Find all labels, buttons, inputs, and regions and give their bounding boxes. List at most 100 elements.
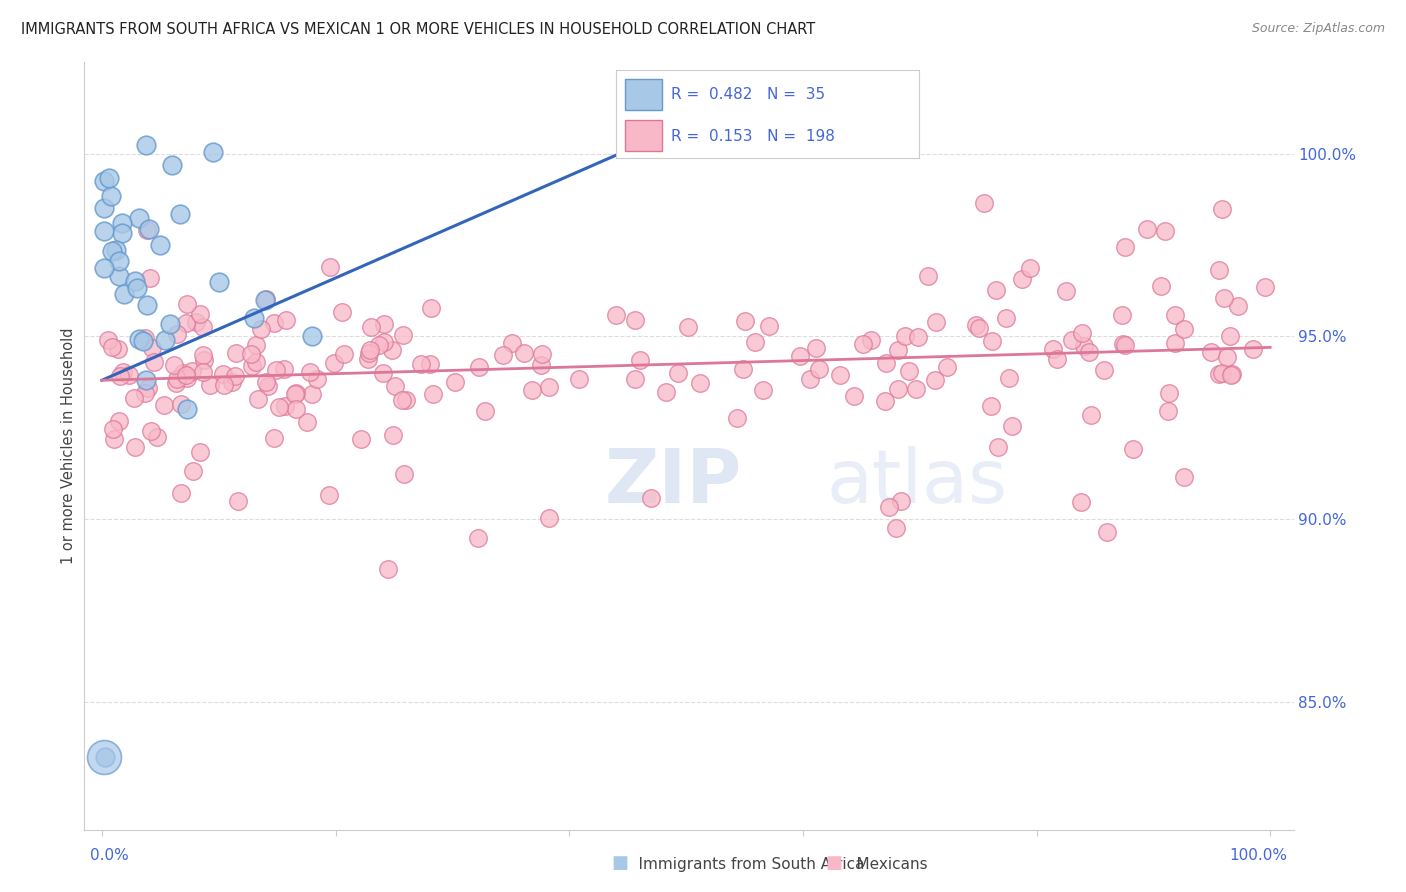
Text: 100.0%: 100.0% xyxy=(1230,847,1288,863)
Point xyxy=(118,368,141,382)
Point xyxy=(333,347,356,361)
Point xyxy=(1122,442,1144,457)
Point xyxy=(1212,291,1234,305)
Point xyxy=(263,431,285,445)
Point xyxy=(758,318,780,333)
Point xyxy=(174,368,197,382)
Point xyxy=(134,386,156,401)
Point xyxy=(169,206,191,220)
Point xyxy=(1078,345,1101,359)
Point xyxy=(318,488,340,502)
Point xyxy=(264,363,287,377)
Point xyxy=(1070,494,1092,508)
Point xyxy=(530,359,553,373)
Text: atlas: atlas xyxy=(827,446,1007,519)
Point xyxy=(226,493,249,508)
Point xyxy=(138,221,160,235)
Point xyxy=(987,440,1010,454)
Point xyxy=(135,298,157,312)
Point xyxy=(744,334,766,349)
Point xyxy=(409,357,432,371)
Point xyxy=(392,467,415,482)
Point xyxy=(628,353,651,368)
Point xyxy=(97,333,120,347)
Point xyxy=(752,383,775,397)
Point xyxy=(188,445,211,459)
Point xyxy=(419,357,441,371)
Point xyxy=(108,253,131,268)
Point xyxy=(894,329,917,343)
Point xyxy=(1154,224,1177,238)
Point xyxy=(245,338,267,352)
Point xyxy=(886,521,908,535)
Point xyxy=(1219,329,1241,343)
Text: Mexicans: Mexicans xyxy=(837,857,927,872)
Point xyxy=(467,532,489,546)
Point xyxy=(624,372,647,386)
Point xyxy=(371,367,394,381)
Point xyxy=(395,393,418,408)
Point xyxy=(136,223,159,237)
Point xyxy=(468,360,491,375)
Point xyxy=(138,381,160,395)
Point xyxy=(101,244,124,259)
Point xyxy=(160,158,183,172)
Point xyxy=(149,238,172,252)
Point xyxy=(124,440,146,454)
Point xyxy=(350,433,373,447)
Point xyxy=(122,391,145,405)
Point xyxy=(1042,343,1064,357)
Point xyxy=(93,224,115,238)
Point xyxy=(1220,368,1243,382)
Point xyxy=(924,315,946,329)
Point xyxy=(799,372,821,386)
Point xyxy=(1159,386,1181,401)
Point xyxy=(492,347,515,361)
Point xyxy=(1001,418,1024,433)
Point xyxy=(131,334,153,349)
Point xyxy=(924,373,946,387)
Point xyxy=(208,275,231,289)
Point xyxy=(285,386,308,401)
Text: Source: ZipAtlas.com: Source: ZipAtlas.com xyxy=(1251,22,1385,36)
Point xyxy=(176,371,198,385)
Point xyxy=(1073,339,1095,353)
Point xyxy=(184,315,207,329)
Point xyxy=(245,355,267,369)
Point xyxy=(246,392,269,407)
Point xyxy=(1111,309,1133,323)
Point xyxy=(93,202,115,216)
Point xyxy=(153,333,176,347)
Point xyxy=(1157,404,1180,418)
Point xyxy=(917,269,939,284)
Point xyxy=(675,128,697,143)
Point xyxy=(139,424,162,438)
Point xyxy=(973,196,995,211)
Point xyxy=(443,375,465,389)
Point xyxy=(1011,272,1033,286)
Point xyxy=(391,392,413,407)
Point xyxy=(1216,351,1239,365)
Point xyxy=(128,332,150,346)
Point xyxy=(202,145,225,160)
Point xyxy=(1071,326,1094,340)
Point xyxy=(170,397,193,411)
Point xyxy=(1112,337,1135,351)
Point xyxy=(897,364,920,378)
Point xyxy=(537,380,560,394)
Point xyxy=(1080,409,1102,423)
Point xyxy=(191,364,214,378)
Point xyxy=(111,215,134,229)
Point xyxy=(193,348,215,362)
Point xyxy=(225,345,247,359)
Point xyxy=(330,304,353,318)
Point xyxy=(108,369,131,384)
Point xyxy=(360,320,382,334)
Point xyxy=(1149,278,1171,293)
Point xyxy=(877,500,900,514)
Point xyxy=(301,329,323,343)
Point xyxy=(249,321,271,335)
Point xyxy=(986,283,1008,297)
Point xyxy=(1173,470,1195,484)
Point xyxy=(301,387,323,401)
